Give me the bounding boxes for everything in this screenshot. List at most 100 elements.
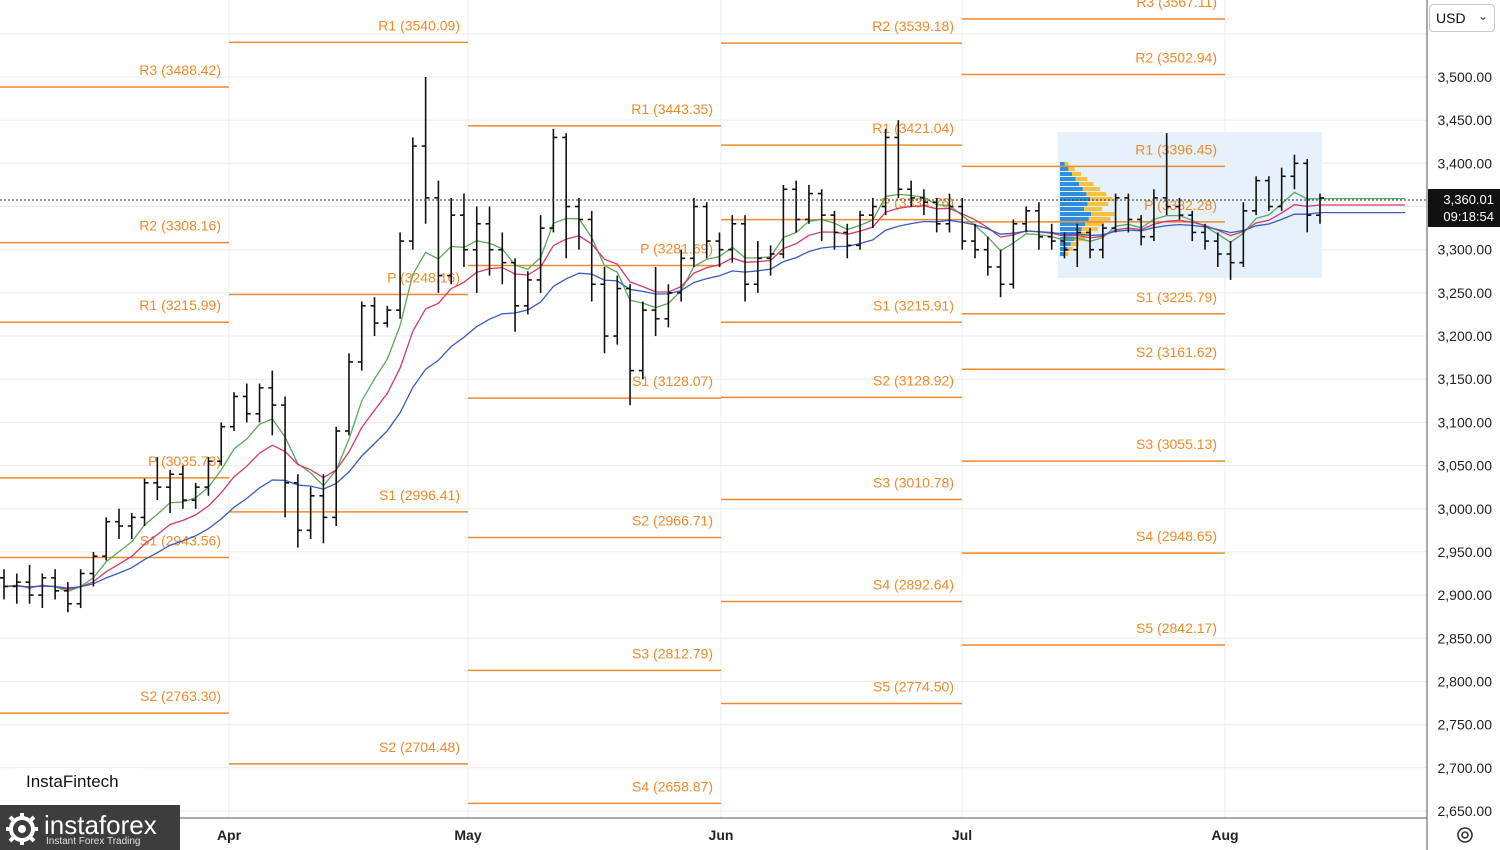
pivot-label: R1 (3421.04) [872, 120, 954, 136]
volume-bar-sell [1070, 242, 1079, 246]
volume-bar-sell [1075, 177, 1088, 181]
volume-bar-buy [1060, 217, 1089, 221]
instaforex-logo: instaforex Instant Forex Trading [0, 805, 180, 850]
volume-bar-buy [1060, 167, 1069, 171]
volume-bar-buy [1060, 187, 1083, 191]
price-tick-label: 3,100.00 [1438, 414, 1493, 430]
volume-bar-sell [1068, 167, 1075, 171]
volume-bar-sell [1072, 172, 1081, 176]
pivot-label: S3 (3010.78) [873, 474, 954, 490]
price-tick-label: 3,150.00 [1438, 371, 1493, 387]
pivot-label: S1 (2943.56) [140, 532, 221, 548]
gear-logo-icon [6, 813, 38, 845]
volume-bar-buy [1060, 162, 1065, 166]
volume-bar-sell [1091, 212, 1115, 216]
pivot-label: S2 (2704.48) [379, 739, 460, 755]
price-tick-label: 2,650.00 [1438, 803, 1493, 819]
volume-bar-buy [1060, 207, 1084, 211]
pivot-label: R3 (3488.42) [139, 62, 221, 78]
pivot-label: S4 (2658.87) [632, 778, 713, 794]
pivot-label: P (3248.16) [387, 269, 460, 285]
price-tick-label: 3,250.00 [1438, 285, 1493, 301]
time-tick-label: May [454, 827, 481, 843]
pivot-label: S1 (3215.91) [873, 297, 954, 313]
price-axis[interactable]: 3,500.003,450.003,400.003,350.003,300.00… [1438, 69, 1493, 819]
volume-bar-buy [1060, 172, 1072, 176]
volume-bar-buy [1060, 202, 1088, 206]
volume-bar-buy [1060, 242, 1071, 246]
pivot-label: P (3281.69) [640, 241, 713, 257]
currency-selector[interactable]: USD ⌄ [1429, 4, 1495, 32]
volume-bar-sell [1088, 217, 1111, 221]
volume-bar-sell [1087, 202, 1109, 206]
time-tick-label: Aug [1211, 827, 1238, 843]
volume-bar-sell [1082, 187, 1100, 191]
price-tick-label: 2,750.00 [1438, 717, 1493, 733]
price-tick-label: 2,850.00 [1438, 630, 1493, 646]
price-tick-label: 3,500.00 [1438, 69, 1493, 85]
pivot-label: P (3334.76) [881, 195, 954, 211]
volume-bar-buy [1060, 212, 1092, 216]
pivot-label: R1 (3540.09) [378, 17, 460, 33]
pivot-label: P (3332.28) [1144, 197, 1217, 213]
watermark-instafintech: InstaFintech [14, 768, 140, 798]
pivot-label: S2 (2763.30) [140, 688, 221, 704]
pivot-label: P (3035.73) [148, 453, 221, 469]
pivot-label: S1 (3128.07) [632, 373, 713, 389]
pivot-label: R2 (3308.16) [139, 218, 221, 234]
price-tick-label: 2,900.00 [1438, 587, 1493, 603]
volume-bar-sell [1078, 232, 1092, 236]
price-tick-label: 3,300.00 [1438, 242, 1493, 258]
time-tick-label: Apr [217, 827, 242, 843]
volume-bar-buy [1060, 222, 1086, 226]
time-axis[interactable]: Apr May Jun Jul Aug [217, 827, 1239, 843]
ohlc-bars [0, 77, 1324, 613]
pivot-label: R2 (3539.18) [872, 18, 954, 34]
chevron-down-icon: ⌄ [1477, 9, 1488, 23]
time-tick-label: Jul [952, 827, 972, 843]
pivot-label: S5 (2842.17) [1136, 620, 1217, 636]
pivot-label: S4 (2948.65) [1136, 528, 1217, 544]
watermark-text: InstaFintech [26, 772, 119, 791]
volume-bar-sell [1079, 182, 1094, 186]
grid-lines [0, 0, 1427, 818]
price-tick-label: 2,700.00 [1438, 760, 1493, 776]
volume-bar-buy [1060, 182, 1080, 186]
pivot-label: R3 (3567.11) [1136, 0, 1217, 10]
volume-bar-buy [1060, 197, 1090, 201]
logo-name: instaforex [44, 810, 157, 840]
volume-bar-sell [1064, 162, 1069, 166]
pivot-levels: R3 (3488.42) R2 (3308.16) R1 (3215.99) P (3… [0, 0, 1225, 805]
pivot-label: R2 (3502.94) [1135, 49, 1217, 65]
countdown-timer: 09:18:54 [1443, 209, 1494, 224]
pivot-label: S1 (3225.79) [1136, 289, 1217, 305]
volume-bar-buy [1060, 227, 1082, 231]
volume-bar-buy [1060, 192, 1087, 196]
pivot-label: S3 (2812.79) [632, 645, 713, 661]
currency-value: USD [1436, 10, 1466, 26]
current-price-value: 3,360.01 [1443, 192, 1494, 207]
price-tick-label: 3,050.00 [1438, 458, 1493, 474]
pivot-label: S2 (3128.92) [873, 372, 954, 388]
volume-bar-sell [1090, 197, 1113, 201]
logo-tagline: Instant Forex Trading [46, 836, 141, 847]
price-tick-label: 3,200.00 [1438, 328, 1493, 344]
pivot-label: S5 (2774.50) [873, 678, 954, 694]
pivot-label: S2 (2966.71) [632, 512, 713, 528]
time-tick-label: Jun [709, 827, 734, 843]
current-price-label: 3,360.01 09:18:54 [1428, 189, 1500, 227]
settings-icon[interactable] [1455, 825, 1475, 845]
volume-bar-sell [1067, 247, 1073, 251]
volume-bar-buy [1060, 237, 1075, 241]
pivot-label: R1 (3215.99) [139, 297, 221, 313]
volume-bar-sell [1084, 207, 1102, 211]
price-tick-label: 2,800.00 [1438, 673, 1493, 689]
price-tick-label: 3,000.00 [1438, 501, 1493, 517]
pivot-label: S4 (2892.64) [873, 576, 954, 592]
price-tick-label: 3,400.00 [1438, 155, 1493, 171]
volume-bar-sell [1064, 252, 1069, 256]
pivot-label: S3 (3055.13) [1136, 436, 1217, 452]
volume-bar-sell [1086, 192, 1107, 196]
pivot-label: R1 (3396.45) [1135, 141, 1217, 157]
